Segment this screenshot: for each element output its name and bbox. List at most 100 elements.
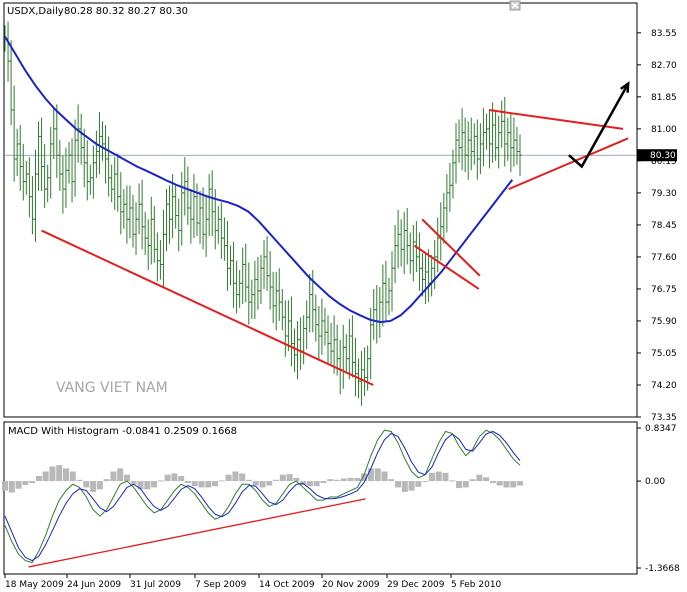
last-price-marker: 80.30 bbox=[637, 149, 677, 162]
macd-histogram-bar bbox=[151, 481, 158, 488]
price-ytick-label: 75.90 bbox=[651, 317, 677, 327]
macd-histogram-bar bbox=[259, 481, 266, 488]
macd-histogram-bar bbox=[300, 481, 307, 485]
macd-histogram-bar bbox=[76, 479, 83, 482]
macd-histogram-bar bbox=[469, 479, 476, 482]
macd-histogram-bar bbox=[510, 481, 517, 488]
macd-histogram-bar bbox=[62, 468, 69, 482]
macd-chart-title: MACD With Histogram -0.0841 0.2509 0.166… bbox=[8, 426, 237, 437]
macd-histogram-bar bbox=[15, 481, 22, 489]
price-ytick-label: 73.35 bbox=[651, 413, 677, 423]
trendline bbox=[413, 244, 480, 290]
price-ytick-label: 78.45 bbox=[651, 221, 677, 231]
macd-histogram-bar bbox=[517, 481, 523, 486]
macd-histogram-bar bbox=[56, 465, 63, 482]
macd-histogram-bar bbox=[144, 481, 151, 490]
macd-histogram-bar bbox=[476, 474, 483, 482]
macd-series-layer bbox=[2, 429, 523, 568]
macd-histogram-bar bbox=[293, 477, 300, 482]
xtick-label: 18 May 2009 bbox=[5, 580, 64, 590]
axis-layer: 83.55 82.70 81.85 81.00 80.15 79.30 78.45 77.60… bbox=[4, 29, 680, 590]
macd-histogram-bar bbox=[205, 481, 212, 488]
price-chart-title: USDX,Daily bbox=[7, 6, 64, 17]
macd-histogram-bar bbox=[313, 481, 320, 487]
ohlc-header: 80.28 80.32 80.27 80.30 bbox=[64, 6, 188, 17]
macd-histogram-bar bbox=[69, 471, 76, 482]
macd-histogram-bar bbox=[489, 481, 496, 483]
macd-histogram-bar bbox=[442, 472, 449, 482]
last-price-label: 80.30 bbox=[650, 151, 676, 161]
macd-histogram-bar bbox=[225, 474, 232, 482]
macd-histogram-bar bbox=[239, 473, 246, 482]
xtick-label: 14 Oct 2009 bbox=[259, 580, 315, 590]
macd-histogram-bar bbox=[110, 471, 117, 482]
macd-histogram-bar bbox=[49, 466, 56, 482]
macd-histogram-bar bbox=[164, 474, 171, 482]
price-ytick-label: 80.15 bbox=[651, 157, 677, 167]
macd-histogram-bar bbox=[266, 481, 273, 486]
macd-histogram-bar bbox=[103, 479, 110, 482]
macd-line bbox=[4, 429, 521, 564]
price-ytick-label: 83.55 bbox=[651, 29, 677, 39]
price-ytick-label: 77.60 bbox=[651, 253, 677, 263]
price-series-layer bbox=[3, 21, 637, 406]
macd-histogram-bar bbox=[29, 481, 36, 483]
macd-histogram-bar bbox=[361, 473, 368, 482]
macd-histogram-bar bbox=[401, 481, 408, 492]
macd-histogram-bar bbox=[96, 481, 103, 490]
price-panel bbox=[3, 2, 638, 418]
macd-histogram-bar bbox=[483, 477, 490, 482]
macd-histogram-bar bbox=[388, 479, 395, 482]
macd-histogram-bar bbox=[212, 481, 219, 487]
macd-histogram-bar bbox=[22, 481, 29, 485]
macd-ytick-label: -1.3668 bbox=[645, 564, 680, 574]
trendline bbox=[488, 109, 624, 130]
macd-histogram-bar bbox=[374, 468, 381, 482]
xtick-label: 29 Dec 2009 bbox=[387, 580, 445, 590]
macd-histogram-bar bbox=[83, 481, 90, 488]
macd-histogram-bar bbox=[327, 479, 334, 482]
macd-histogram-bar bbox=[2, 481, 8, 491]
price-ytick-label: 76.75 bbox=[651, 285, 677, 295]
macd-signal-line bbox=[4, 430, 521, 562]
xtick-label: 20 Nov 2009 bbox=[322, 580, 380, 590]
trendline bbox=[41, 229, 374, 386]
macd-histogram-bar bbox=[415, 481, 422, 487]
trendline bbox=[508, 137, 629, 191]
forecast-arrow-head bbox=[620, 81, 630, 93]
macd-histogram-bar bbox=[191, 481, 198, 487]
macd-histogram-bar bbox=[408, 481, 415, 491]
close-icon[interactable] bbox=[509, 0, 521, 11]
macd-panel bbox=[3, 421, 638, 575]
macd-histogram-bar bbox=[286, 474, 293, 482]
macd-histogram-bar bbox=[279, 474, 286, 482]
macd-histogram-bar bbox=[306, 481, 313, 487]
macd-histogram-bar bbox=[435, 471, 442, 482]
macd-histogram-bar bbox=[8, 481, 15, 493]
macd-histogram-bar bbox=[503, 481, 510, 488]
price-ytick-label: 81.00 bbox=[651, 125, 677, 135]
macd-histogram-bar bbox=[137, 481, 144, 490]
macd-ytick-label: 0.8347 bbox=[645, 424, 677, 434]
price-ytick-label: 79.30 bbox=[651, 189, 677, 199]
macd-histogram-bar bbox=[42, 471, 49, 482]
xtick-label: 5 Feb 2010 bbox=[451, 580, 502, 590]
macd-histogram-bar bbox=[449, 480, 456, 482]
xtick-label: 7 Sep 2009 bbox=[195, 580, 247, 590]
price-ytick-label: 81.85 bbox=[651, 93, 677, 103]
watermark-text: VANG VIET NAM bbox=[56, 380, 168, 396]
moving-average-line bbox=[4, 36, 514, 324]
macd-histogram-bar bbox=[252, 481, 259, 486]
macd-histogram-bar bbox=[130, 481, 137, 485]
macd-histogram-bar bbox=[340, 478, 347, 482]
xtick-label: 31 Jul 2009 bbox=[130, 580, 181, 590]
price-ytick-label: 82.70 bbox=[651, 61, 677, 71]
price-ytick-label: 74.20 bbox=[651, 381, 677, 391]
macd-histogram-bar bbox=[35, 475, 42, 482]
macd-histogram-bar bbox=[198, 481, 205, 488]
macd-histogram-bar bbox=[218, 480, 225, 482]
macd-histogram-bar bbox=[496, 481, 503, 486]
forecast-arrow bbox=[568, 83, 630, 169]
macd-histogram-bar bbox=[422, 481, 429, 483]
